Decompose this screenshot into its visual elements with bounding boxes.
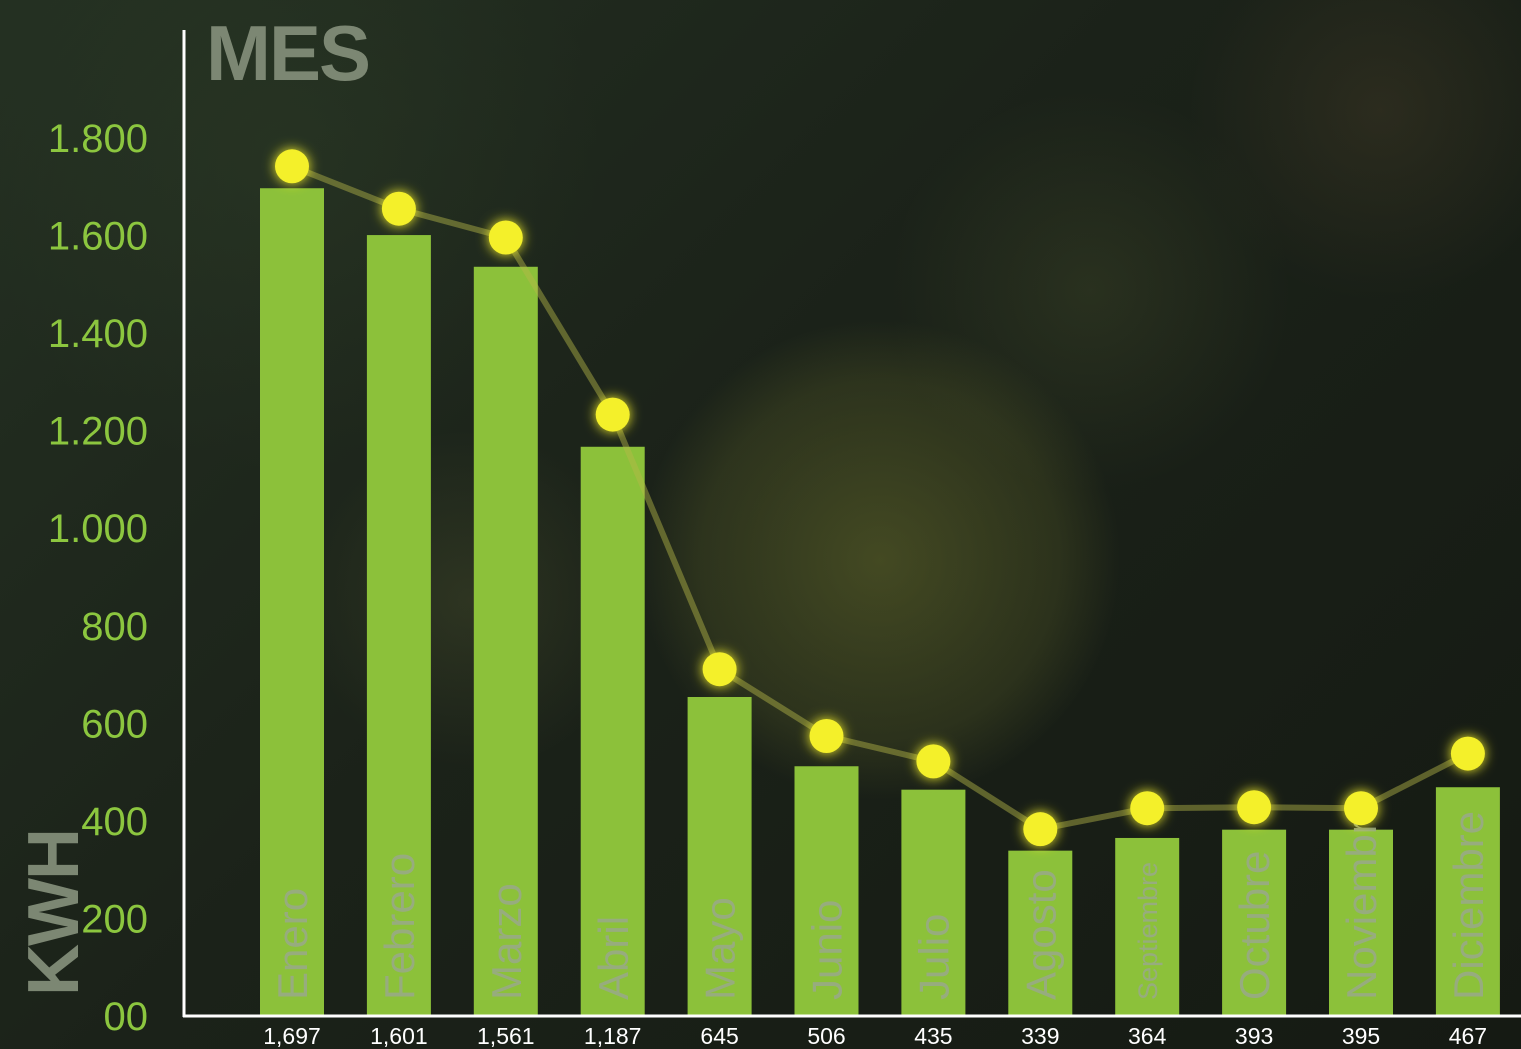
y-tick-label: 1.600: [48, 215, 148, 259]
bar-label-agosto: Agosto: [1017, 869, 1064, 1000]
trend-point: [488, 220, 523, 255]
y-tick-label: 1.000: [48, 507, 148, 551]
trend-point: [275, 149, 309, 184]
x-value-label: 364: [1128, 1023, 1167, 1049]
y-tick-label: 1.200: [48, 410, 148, 454]
bar-noviembre: [1329, 829, 1393, 1016]
bar-septiembre: [1115, 837, 1180, 1016]
y-tick-label: 800: [81, 605, 148, 649]
bar-abril: [580, 446, 645, 1017]
y-tick-label: 1.800: [48, 117, 148, 161]
bar-julio: [901, 789, 966, 1016]
trend-point: [809, 719, 844, 754]
x-value-label: 1,697: [263, 1023, 321, 1049]
bar-label-enero: Enero: [269, 888, 316, 1000]
bar-label-diciembre: Diciembre: [1445, 811, 1492, 1000]
trend-point: [702, 652, 737, 687]
trend-point: [381, 191, 416, 226]
bar-agosto: [1008, 850, 1073, 1016]
trend-point: [1344, 791, 1378, 826]
x-value-label: 467: [1449, 1023, 1487, 1049]
bar-label-mayo: Mayo: [697, 897, 744, 1000]
trend-point: [595, 397, 630, 432]
x-value-label: 1,187: [584, 1023, 642, 1049]
trend-point: [1130, 791, 1165, 826]
bar-febrero: [366, 235, 431, 1017]
bar-label-octubre: Octubre: [1231, 851, 1278, 1000]
x-value-label: 1,561: [477, 1023, 535, 1049]
trend-point: [916, 744, 951, 779]
x-value-label: 339: [1021, 1023, 1059, 1049]
x-value-label: 393: [1235, 1023, 1273, 1049]
y-tick-label: 200: [81, 897, 148, 941]
y-axis-label: KWH: [14, 830, 94, 996]
bar-label-marzo: Marzo: [483, 883, 530, 1000]
bar-label-febrero: Febrero: [376, 853, 423, 1000]
bar-label-julio: Julio: [911, 914, 958, 1000]
x-value-label: 1,601: [370, 1023, 428, 1049]
trend-point: [1450, 736, 1485, 771]
trend-point: [1237, 790, 1272, 825]
chart-title: MES: [206, 9, 369, 97]
bar-label-noviembre: Noviembre: [1338, 797, 1385, 1000]
bar-octubre: [1222, 829, 1287, 1016]
y-tick-label: 00: [104, 995, 149, 1039]
bar-junio: [794, 766, 859, 1016]
bar-label-septiembre: Septiembre: [1133, 862, 1163, 1000]
x-value-label: 395: [1342, 1023, 1380, 1049]
trend-point: [1023, 812, 1058, 847]
y-tick-label: 1.400: [48, 312, 148, 356]
y-tick-label: 400: [81, 800, 148, 844]
bar-marzo: [473, 266, 538, 1017]
bar-mayo: [687, 696, 752, 1016]
y-tick-label: 600: [81, 702, 148, 746]
bar-diciembre: [1435, 787, 1500, 1016]
x-value-label: 506: [807, 1023, 845, 1049]
x-value-label: 435: [914, 1023, 952, 1049]
bar-label-abril: Abril: [590, 916, 637, 1000]
bar-enero: [260, 188, 324, 1017]
x-value-label: 645: [700, 1023, 738, 1049]
trend-line: [290, 163, 1470, 833]
bar-label-junio: Junio: [804, 900, 851, 1000]
